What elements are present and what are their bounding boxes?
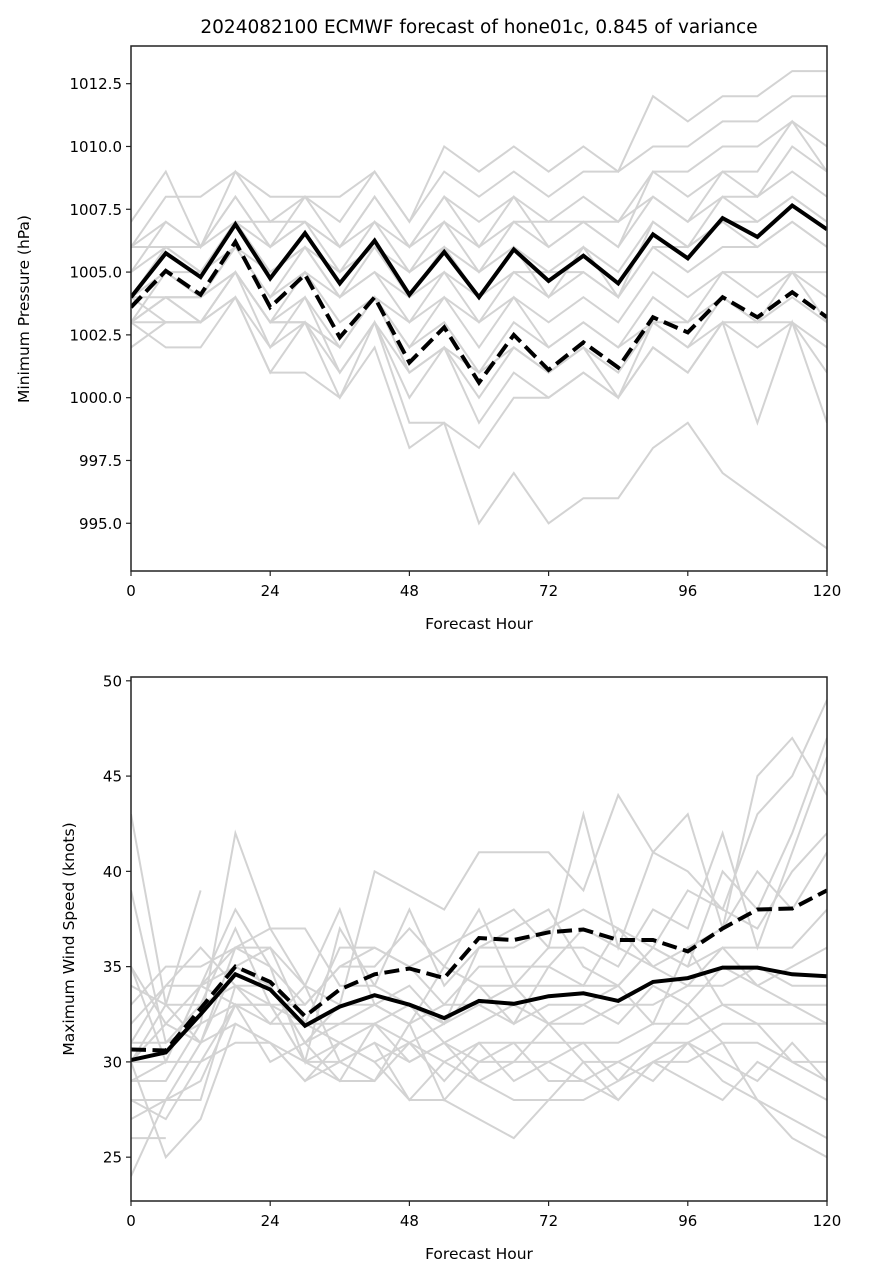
- y-tick-label: 35: [103, 958, 122, 976]
- x-axis-ticks: 0 24 48 72 96 120: [126, 1201, 841, 1230]
- y-tick-label: 1007.5: [70, 201, 123, 219]
- chart-title: 2024082100 ECMWF forecast of hone01c, 0.…: [200, 17, 757, 38]
- x-tick-label: 48: [400, 1212, 419, 1230]
- x-axis-label: Forecast Hour: [425, 615, 533, 633]
- x-tick-label: 0: [126, 1212, 136, 1230]
- y-tick-label: 30: [103, 1053, 122, 1071]
- plot-frame: [130, 45, 828, 572]
- ensemble-member-line: [131, 890, 202, 1063]
- y-axis-ticks: 25 30 35 40 45 50: [103, 672, 131, 1167]
- ensemble-member-line: [131, 1002, 827, 1177]
- mean-line: [131, 202, 827, 301]
- x-tick-label: 48: [400, 582, 419, 600]
- series-lines: [131, 888, 827, 1062]
- y-tick-label: 997.5: [79, 452, 122, 470]
- mean-line: [131, 965, 827, 1062]
- ensemble-member-line: [131, 984, 827, 1120]
- y-tick-label: 40: [103, 863, 122, 881]
- y-tick-label: 1005.0: [70, 264, 123, 282]
- x-tick-label: 24: [261, 582, 280, 600]
- y-tick-label: 45: [103, 768, 122, 786]
- x-tick-label: 72: [539, 1212, 558, 1230]
- ensemble-member-line: [131, 1003, 827, 1160]
- reconstruction-line: [131, 888, 827, 1053]
- y-tick-label: 1012.5: [70, 75, 123, 93]
- ensemble-member-line: [131, 95, 827, 248]
- ensemble-lines: [131, 699, 827, 1177]
- ensemble-member-line: [131, 832, 827, 1006]
- y-tick-label: 50: [103, 672, 122, 690]
- y-tick-label: 1000.0: [70, 389, 123, 407]
- x-tick-label: 96: [678, 1212, 697, 1230]
- x-tick-label: 96: [678, 582, 697, 600]
- y-axis-label: Maximum Wind Speed (knots): [60, 822, 78, 1055]
- pressure-chart: 2024082100 ECMWF forecast of hone01c, 0.…: [15, 17, 841, 633]
- x-tick-label: 120: [813, 582, 842, 600]
- ensemble-member-line: [131, 270, 827, 400]
- y-axis-label: Minimum Pressure (hPa): [15, 215, 33, 403]
- ensemble-member-line: [131, 756, 827, 1006]
- x-axis-label: Forecast Hour: [425, 1245, 533, 1263]
- ensemble-member-line: [131, 699, 827, 1045]
- series-lines: [131, 202, 827, 387]
- x-tick-label: 24: [261, 1212, 280, 1230]
- ensemble-member-line: [131, 145, 827, 249]
- x-tick-label: 0: [126, 582, 136, 600]
- ensemble-member-line: [131, 906, 827, 1044]
- y-axis-ticks: 995.0 997.5 1000.0 1002.5 1005.0 1007.5 1010.0…: [70, 75, 131, 533]
- reconstruction-line: [131, 237, 827, 387]
- y-tick-label: 995.0: [79, 515, 122, 533]
- y-tick-label: 25: [103, 1149, 122, 1167]
- y-tick-label: 1002.5: [70, 326, 123, 344]
- x-tick-label: 72: [539, 582, 558, 600]
- y-tick-label: 1010.0: [70, 138, 123, 156]
- plot-frame: [130, 676, 828, 1202]
- x-axis-ticks: 0 24 48 72 96 120: [126, 571, 841, 600]
- ensemble-member-line: [131, 270, 827, 425]
- ensemble-member-line: [131, 295, 827, 375]
- ensemble-member-line: [131, 70, 827, 250]
- ensemble-member-line: [131, 945, 827, 1083]
- x-tick-label: 120: [813, 1212, 842, 1230]
